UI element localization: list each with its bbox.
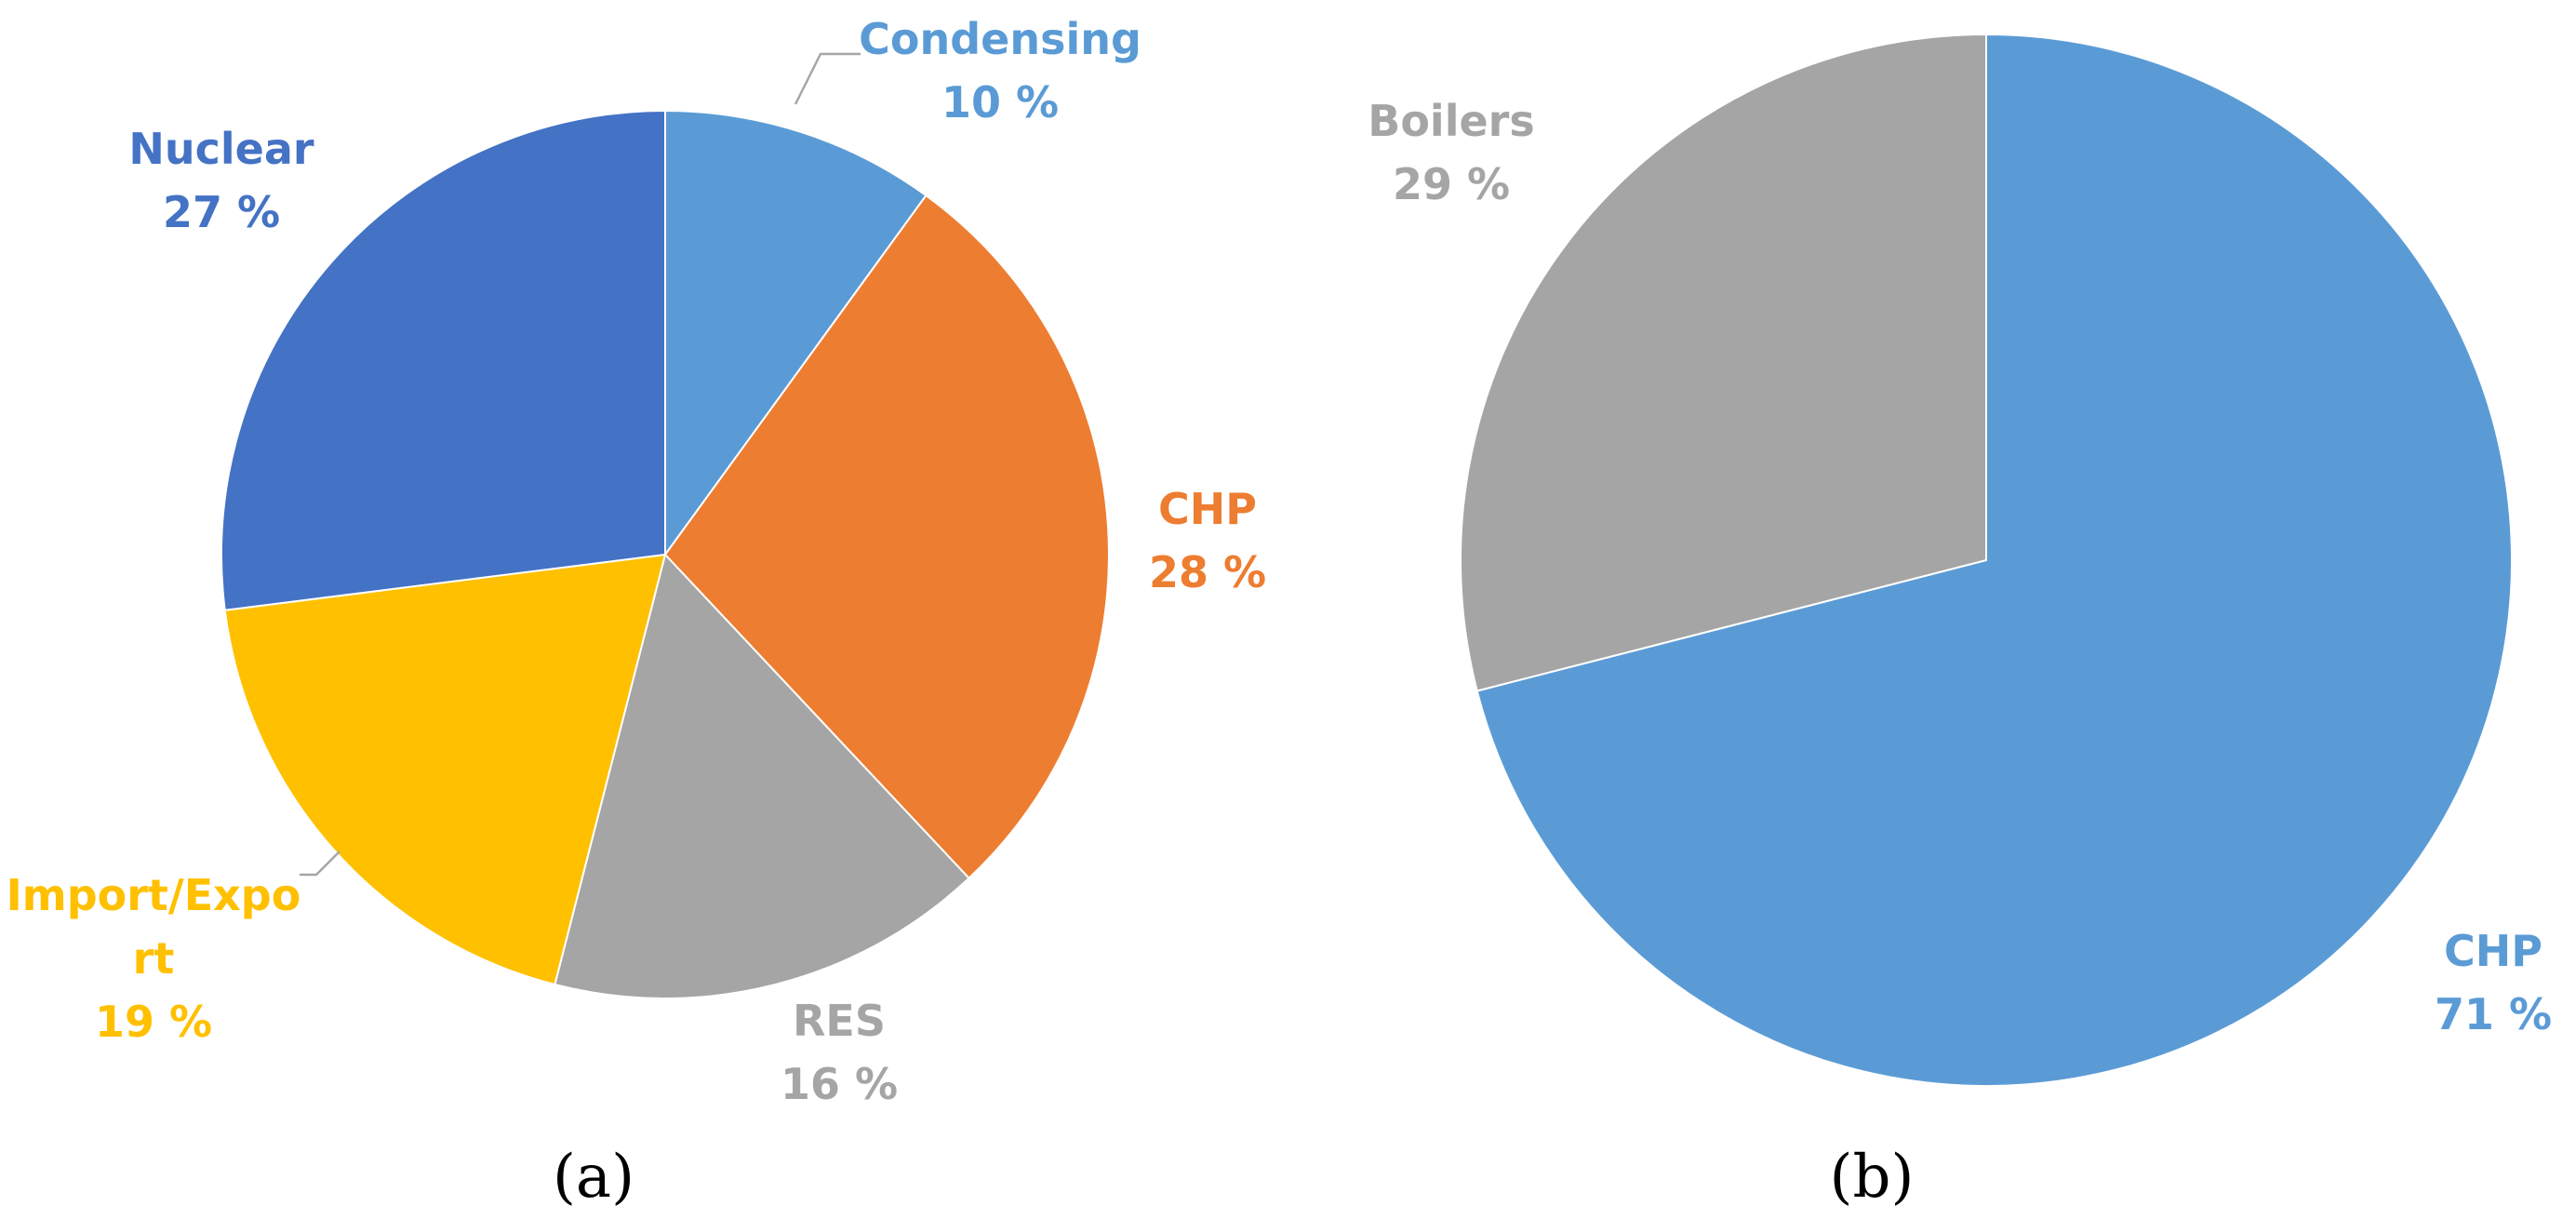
- slice-label-a-chp: CHP 28 %: [1149, 484, 1266, 597]
- slice-label-b-boilers: Boilers 29 %: [1368, 96, 1534, 209]
- pie-slice-a-condensing: [664, 109, 928, 558]
- pie-chart-b: CHP 71 % Boilers 29 %: [1368, 33, 2552, 1087]
- slice-label-a-import-export: Import/Expo rt 19 %: [7, 870, 301, 1047]
- leader-line-a-import-export: [300, 851, 340, 877]
- slice-label-a-res: RES 16 %: [781, 996, 898, 1109]
- pie-slice-a-res: [554, 552, 970, 999]
- pie-slice-a-import-export: [223, 553, 667, 986]
- panel-label-b: (b): [1830, 1143, 1915, 1212]
- pie-slice-a-chp: [663, 194, 1110, 880]
- pie-slice-a-nuclear: [220, 109, 666, 611]
- leader-line-a-condensing: [794, 52, 861, 105]
- slice-label-a-nuclear: Nuclear 27 %: [128, 124, 314, 237]
- slice-label-b-chp: CHP 71 %: [2435, 926, 2552, 1039]
- pie-slice-b-chp: [1475, 33, 2513, 1087]
- pie-slice-b-boilers: [1460, 33, 1987, 692]
- pie-chart-a: Condensing 10 % CHP 28 % RES 16 % Import/Expo r…: [7, 14, 1266, 1109]
- slice-label-a-condensing: Condensing 10 %: [859, 14, 1141, 127]
- panel-label-a: (a): [553, 1143, 634, 1212]
